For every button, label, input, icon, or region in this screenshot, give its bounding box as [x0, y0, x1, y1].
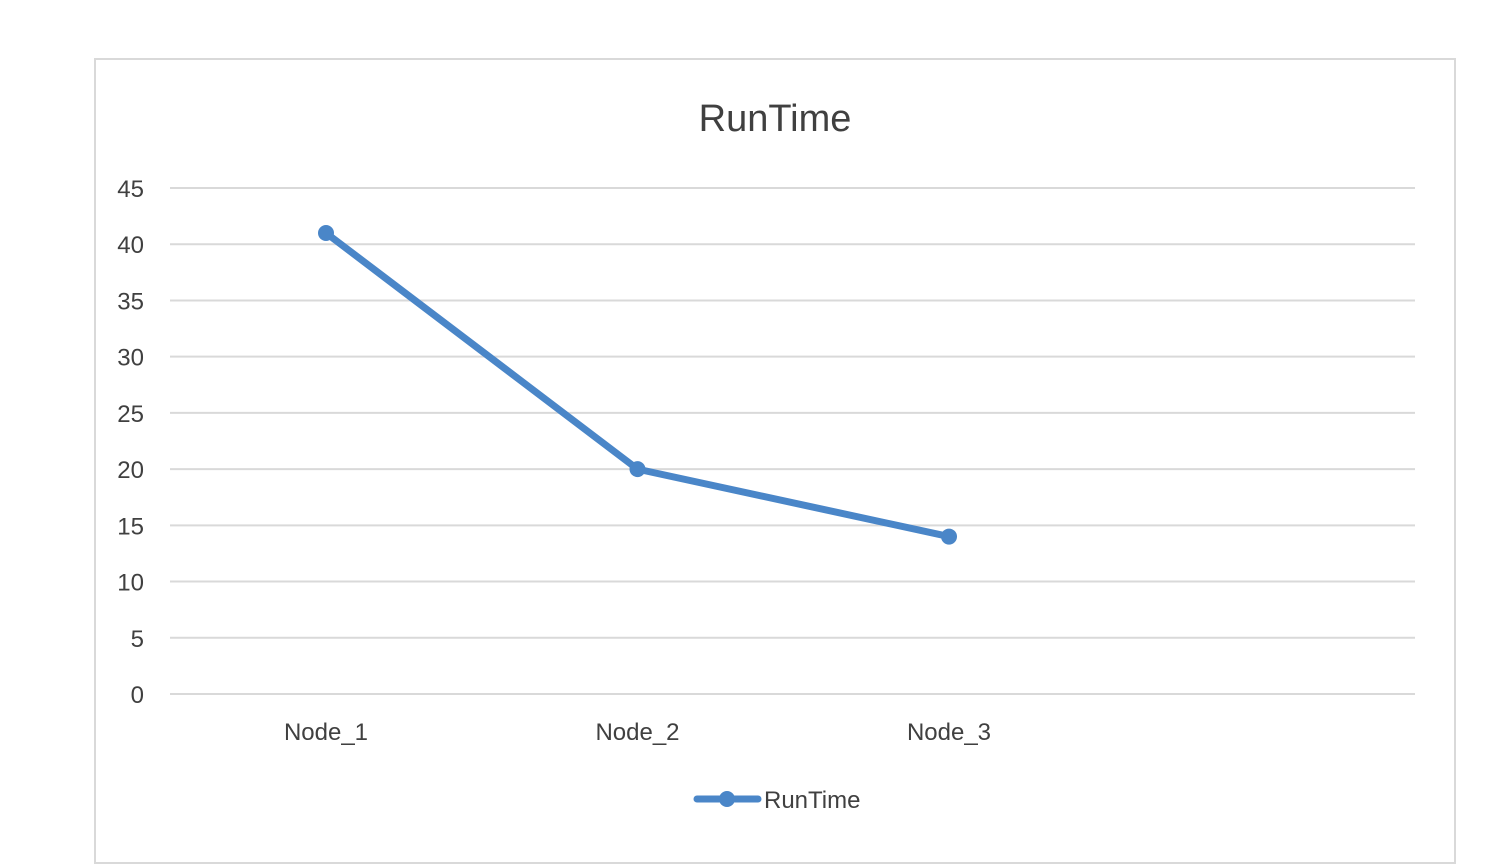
y-tick-label: 35 — [117, 288, 144, 315]
series-line — [322, 229, 953, 541]
gridlines — [170, 187, 1415, 695]
y-tick-label: 15 — [117, 513, 144, 540]
series-layer — [318, 224, 957, 545]
y-tick-label: 0 — [131, 682, 144, 709]
legend-label: RunTime — [764, 787, 860, 814]
x-tick-label: Node_3 — [907, 719, 991, 746]
y-tick-label: 10 — [117, 570, 144, 597]
x-tick-label: Node_1 — [284, 719, 368, 746]
data-point-Node_2 — [629, 461, 646, 478]
x-axis-tick-labels: Node_1 Node_2 Node_3 — [284, 719, 991, 746]
legend-dot-marker — [719, 791, 735, 807]
y-tick-label: 40 — [117, 232, 144, 259]
data-point-Node_3 — [941, 528, 957, 545]
x-tick-label: Node_2 — [595, 719, 679, 746]
y-tick-label: 30 — [117, 345, 144, 372]
y-tick-label: 25 — [117, 401, 144, 428]
legend: RunTime — [693, 787, 860, 814]
chart-frame — [94, 58, 1456, 864]
y-axis-tick-labels: 0 5 10 15 20 25 30 35 40 45 — [117, 176, 144, 709]
y-tick-label: 20 — [117, 457, 144, 484]
y-tick-label: 45 — [117, 176, 144, 203]
chart-title: RunTime — [699, 98, 852, 140]
y-tick-label: 5 — [131, 626, 144, 653]
data-point-Node_1 — [318, 224, 334, 241]
